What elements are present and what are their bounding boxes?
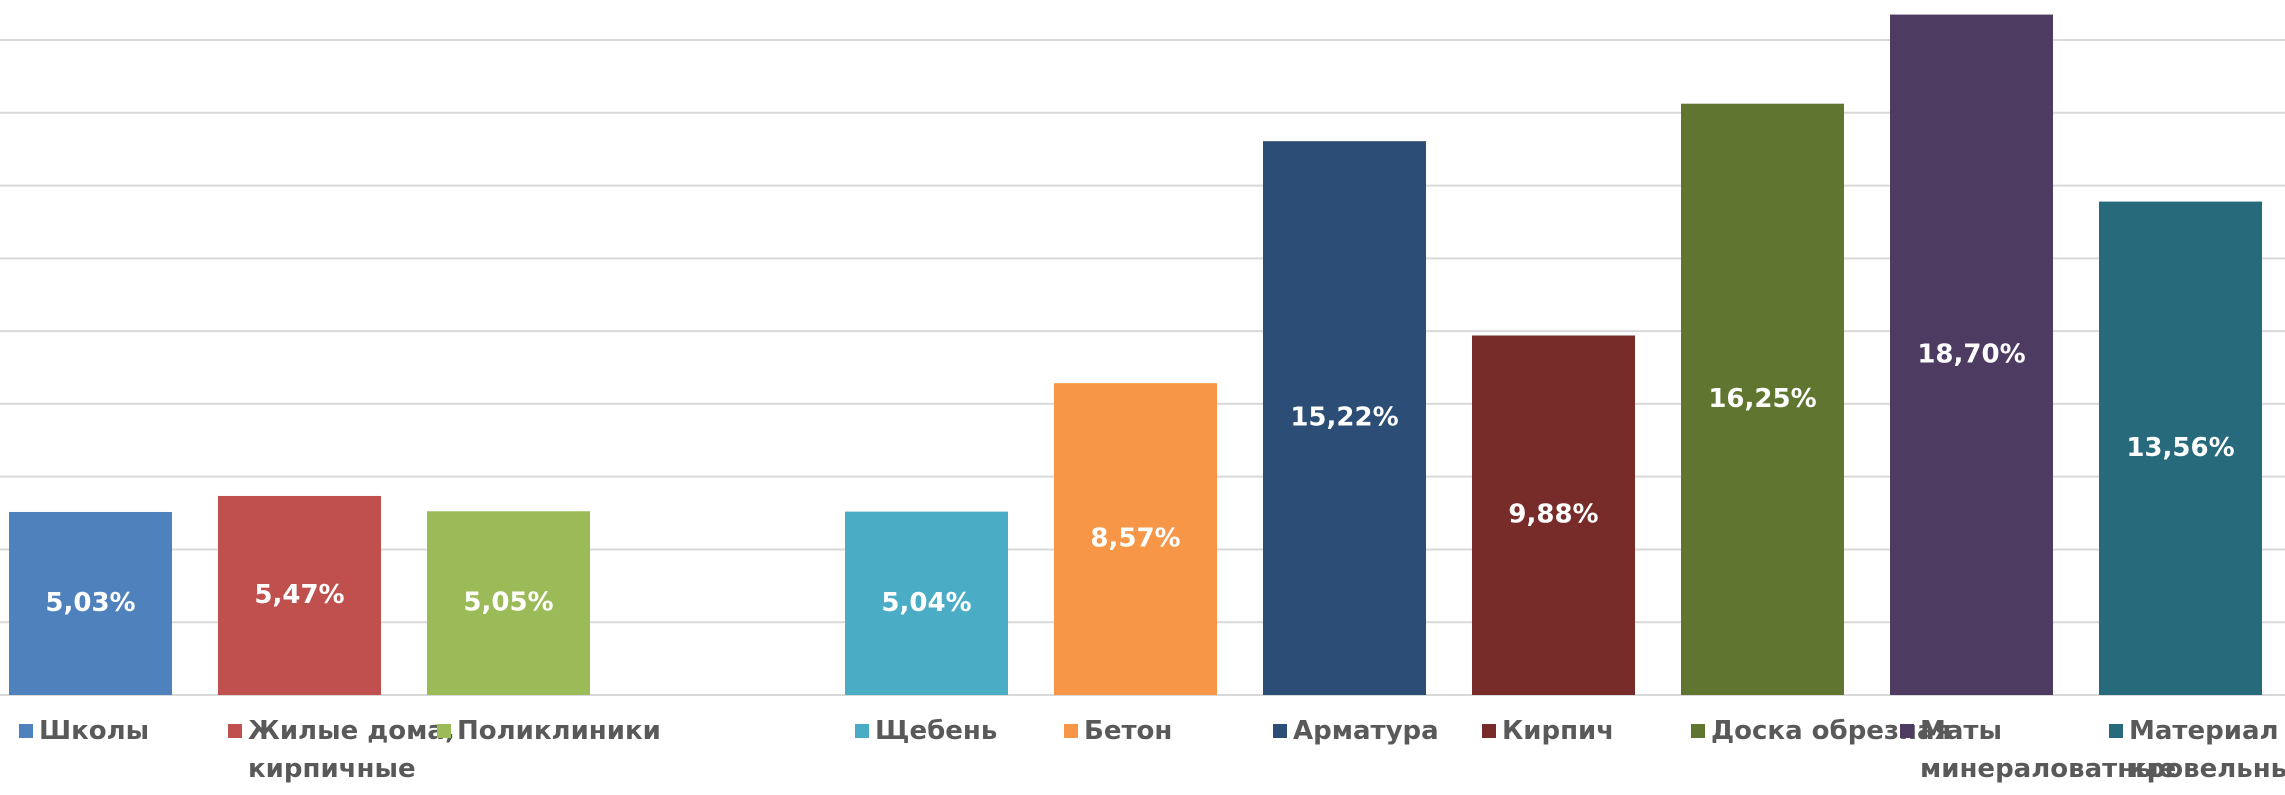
- data-label: 8,57%: [1090, 524, 1180, 554]
- bar: [845, 511, 1008, 695]
- legend-label: Школы: [39, 716, 150, 746]
- bar: [1681, 103, 1844, 696]
- data-label: 16,25%: [1708, 384, 1816, 414]
- legend-swatch: [1900, 724, 1914, 738]
- legend-swatch: [855, 724, 869, 738]
- legend-label: Бетон: [1084, 716, 1173, 746]
- legend-swatch: [437, 724, 451, 738]
- bar: [2099, 201, 2262, 696]
- data-label: 5,05%: [463, 588, 553, 618]
- data-label: 15,22%: [1290, 403, 1398, 433]
- data-label: 5,03%: [45, 588, 135, 618]
- legend-swatch: [1064, 724, 1078, 738]
- legend-swatch: [1691, 724, 1705, 738]
- legend-label: Жилые дома, кирпичные: [248, 716, 455, 784]
- legend-label: Доска обрезная: [1711, 716, 1952, 746]
- bar: [9, 511, 172, 695]
- bar: [427, 511, 590, 695]
- data-label: 5,04%: [881, 588, 971, 618]
- legend-label: Поликлиники: [457, 716, 661, 746]
- data-label: 9,88%: [1508, 500, 1598, 530]
- legend-swatch: [1273, 724, 1287, 738]
- data-label: 18,70%: [1917, 339, 2025, 369]
- bar: [1054, 383, 1217, 695]
- legend-label: Арматура: [1293, 716, 1439, 746]
- bar: [1472, 335, 1635, 695]
- data-label: 13,56%: [2126, 433, 2234, 463]
- legend-swatch: [1482, 724, 1496, 738]
- legend-label: Маты минераловатные: [1920, 716, 2177, 784]
- legend-swatch: [19, 724, 33, 738]
- bar: [1263, 141, 1426, 696]
- legend-swatch: [2109, 724, 2123, 738]
- data-label: 5,47%: [254, 580, 344, 610]
- legend-label: Кирпич: [1502, 716, 1615, 746]
- bar: [1890, 14, 2053, 695]
- legend-label: Материал кровельный: [2129, 716, 2285, 784]
- bar: [218, 495, 381, 695]
- legend-label: Щебень: [875, 716, 998, 746]
- legend-swatch: [228, 724, 242, 738]
